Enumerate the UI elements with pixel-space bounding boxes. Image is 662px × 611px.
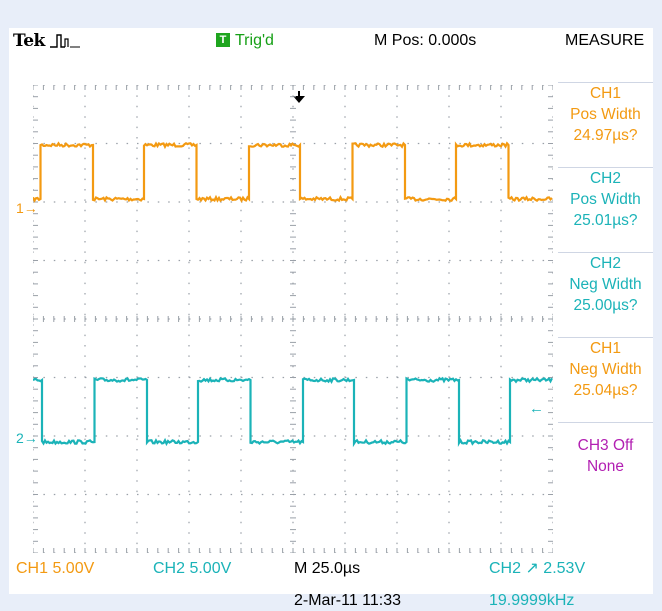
- main-position: M Pos: 0.000s: [374, 32, 477, 49]
- measure-slot-2[interactable]: CH2 Pos Width 25.01µs?: [558, 167, 653, 252]
- measure-type: Pos Width: [570, 191, 641, 208]
- trigger-setting: CH2 ↗ 2.53V: [489, 560, 586, 577]
- ch2-waveform: [33, 376, 553, 448]
- measure-slot-1[interactable]: CH1 Pos Width 24.97µs?: [558, 82, 653, 167]
- oscilloscope-screen: Tek T Trig'd M Pos: 0.000s MEASURE 1→ 2→…: [9, 28, 653, 609]
- ch1-scale: CH1 5.00V: [16, 560, 95, 577]
- trigger-status: Trig'd: [235, 32, 274, 49]
- date-time: 2-Mar-11 11:33: [294, 592, 402, 609]
- measure-type: Pos Width: [570, 106, 641, 123]
- graticule-grid: [33, 85, 553, 553]
- measure-slot-4[interactable]: CH1 Neg Width 25.04µs?: [558, 337, 653, 422]
- measure-type: Neg Width: [569, 276, 642, 293]
- ch2-scale: CH2 5.00V: [153, 560, 232, 577]
- trigger-level-arrow-icon: ←: [529, 400, 544, 417]
- trigger-badge-icon: T: [216, 33, 230, 47]
- ch1-waveform: [33, 141, 553, 203]
- brand-logo: Tek: [13, 31, 45, 51]
- measure-value: 24.97µs?: [573, 127, 638, 144]
- measure-type: Neg Width: [569, 361, 642, 378]
- measure-source: CH2: [589, 170, 621, 187]
- waveform-graticule: [33, 85, 553, 553]
- trigger-type-icon: [48, 30, 82, 57]
- measure-value: 25.01µs?: [573, 212, 638, 229]
- measure-value: 25.04µs?: [573, 382, 638, 399]
- trigger-position-arrow-icon: [292, 90, 306, 109]
- measure-value: 25.00µs?: [573, 297, 638, 314]
- measure-type: None: [586, 458, 625, 475]
- measure-source: CH2: [589, 255, 621, 272]
- measure-slot-5[interactable]: CH3 Off None: [558, 422, 653, 507]
- measure-source: CH3 Off: [577, 437, 634, 454]
- timebase: M 25.0µs: [294, 560, 361, 577]
- status-header: Tek T Trig'd M Pos: 0.000s MEASURE: [9, 28, 653, 56]
- measure-source: CH1: [589, 85, 621, 102]
- trigger-frequency: 19.9999kHz: [489, 592, 575, 609]
- ch2-ground-marker: 2→: [16, 430, 38, 446]
- ch1-ground-marker: 1→: [16, 200, 38, 216]
- measure-slot-3[interactable]: CH2 Neg Width 25.00µs?: [558, 252, 653, 337]
- measure-source: CH1: [589, 340, 621, 357]
- menu-title: MEASURE: [565, 32, 645, 49]
